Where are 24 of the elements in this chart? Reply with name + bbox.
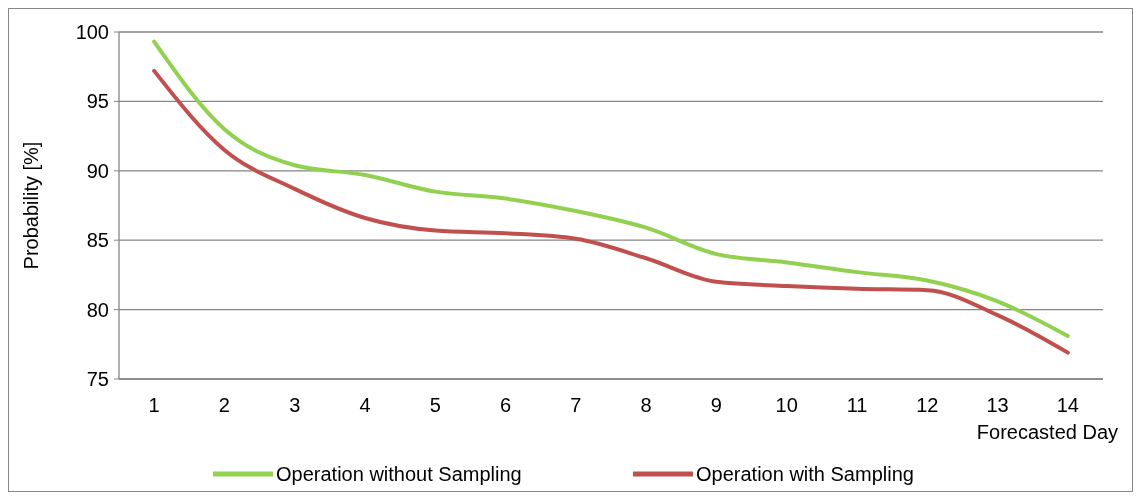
x-tick-label: 9 <box>710 394 722 416</box>
x-tick-label: 3 <box>289 394 301 416</box>
y-tick-label: 90 <box>86 159 109 182</box>
y-tick-label: 80 <box>86 298 109 321</box>
y-tick-label: 100 <box>75 21 109 43</box>
x-axis-title: Forecasted Day <box>976 421 1118 443</box>
x-tick-label: 11 <box>846 394 868 416</box>
x-tick-label: 5 <box>429 394 441 416</box>
legend-label: Operation without Sampling <box>276 463 522 485</box>
x-tick-label: 1 <box>148 394 160 416</box>
y-axis-title: Probability [%] <box>20 141 42 270</box>
y-tick-label: 95 <box>86 90 109 113</box>
x-tick-label: 8 <box>640 394 652 416</box>
x-tick-label: 14 <box>1056 394 1079 416</box>
legend-label: Operation with Sampling <box>696 463 914 485</box>
x-tick-label: 2 <box>218 394 230 416</box>
y-tick-label: 85 <box>86 229 109 252</box>
y-tick-label: 75 <box>86 368 109 390</box>
x-tick-label: 10 <box>775 394 798 416</box>
x-tick-label: 12 <box>916 394 939 416</box>
x-tick-label: 6 <box>500 394 512 416</box>
x-tick-label: 7 <box>570 394 582 416</box>
x-tick-label: 13 <box>986 394 1009 416</box>
x-tick-label: 4 <box>359 394 371 416</box>
